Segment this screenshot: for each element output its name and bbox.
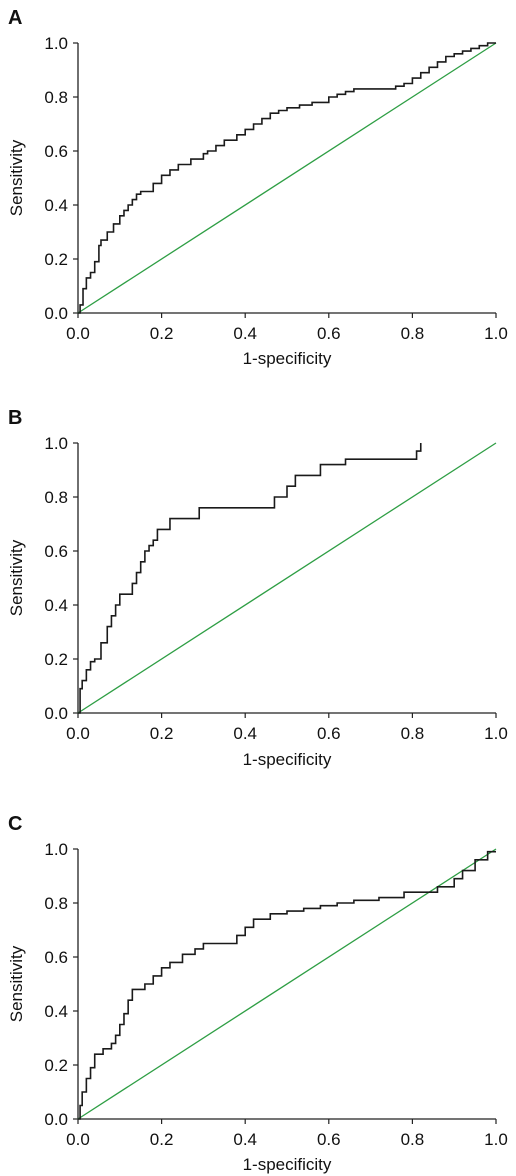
x-axis-title: 1-specificity [243, 750, 332, 769]
x-tick-label: 0.2 [150, 324, 174, 343]
y-tick-label: 0.8 [44, 88, 68, 107]
x-tick-label: 1.0 [484, 324, 508, 343]
y-tick-label: 0.6 [44, 542, 68, 561]
x-tick-label: 0.2 [150, 1130, 174, 1149]
y-tick-label: 0.6 [44, 142, 68, 161]
roc-curve-line [78, 443, 422, 714]
reference-diagonal-line [77, 42, 497, 314]
y-tick-label: 0.4 [44, 196, 68, 215]
x-tick-label: 0.6 [317, 324, 341, 343]
x-tick-label: 0.0 [66, 1130, 90, 1149]
panel-label: A [8, 7, 22, 29]
roc-panel-b: B 0.0 0.2 0.4 0.6 0.8 1.0 0.0 0.2 0.4 0.6 0.8 1.0 1-s… [7, 407, 508, 769]
x-tick-label: 0.8 [401, 324, 425, 343]
reference-diagonal-line [77, 442, 497, 714]
x-tick-label: 0.0 [66, 324, 90, 343]
reference-diagonal-line [77, 848, 497, 1120]
y-tick-label: 1.0 [44, 34, 68, 53]
x-tick-label: 1.0 [484, 724, 508, 743]
x-tick-label: 0.2 [150, 724, 174, 743]
x-axis-title: 1-specificity [243, 1155, 332, 1174]
roc-curve-line [78, 42, 496, 314]
y-tick-label: 0.0 [44, 1110, 68, 1129]
roc-panel-a: A 0.0 0.2 0.4 0.6 0.8 1.0 0.0 0.2 0.4 0.6 0.8 1.0 1-s… [7, 7, 508, 368]
y-tick-label: 0.8 [44, 488, 68, 507]
y-axis-title: Sensitivity [7, 539, 26, 616]
roc-panel-c: C 0.0 0.2 0.4 0.6 0.8 1.0 0.0 0.2 0.4 0.6 0.8 1.0 1-s… [7, 813, 508, 1174]
y-axis-title: Sensitivity [7, 945, 26, 1022]
x-tick-label: 0.6 [317, 1130, 341, 1149]
panel-label: C [8, 813, 22, 835]
x-tick-label: 1.0 [484, 1130, 508, 1149]
x-tick-label: 0.4 [233, 724, 257, 743]
y-tick-label: 0.2 [44, 1056, 68, 1075]
y-tick-label: 0.4 [44, 596, 68, 615]
x-tick-label: 0.4 [233, 324, 257, 343]
y-tick-label: 1.0 [44, 840, 68, 859]
y-axis-title: Sensitivity [7, 139, 26, 216]
y-tick-label: 0.2 [44, 250, 68, 269]
roc-curve-line [78, 850, 496, 1120]
x-tick-label: 0.8 [401, 724, 425, 743]
y-tick-label: 0.0 [44, 304, 68, 323]
y-tick-label: 1.0 [44, 434, 68, 453]
y-tick-label: 0.8 [44, 894, 68, 913]
y-tick-label: 0.4 [44, 1002, 68, 1021]
y-tick-label: 0.0 [44, 704, 68, 723]
x-tick-label: 0.0 [66, 724, 90, 743]
y-tick-label: 0.6 [44, 948, 68, 967]
y-tick-label: 0.2 [44, 650, 68, 669]
x-tick-label: 0.6 [317, 724, 341, 743]
x-axis-title: 1-specificity [243, 349, 332, 368]
panel-label: B [8, 407, 22, 429]
x-tick-label: 0.4 [233, 1130, 257, 1149]
x-tick-label: 0.8 [401, 1130, 425, 1149]
